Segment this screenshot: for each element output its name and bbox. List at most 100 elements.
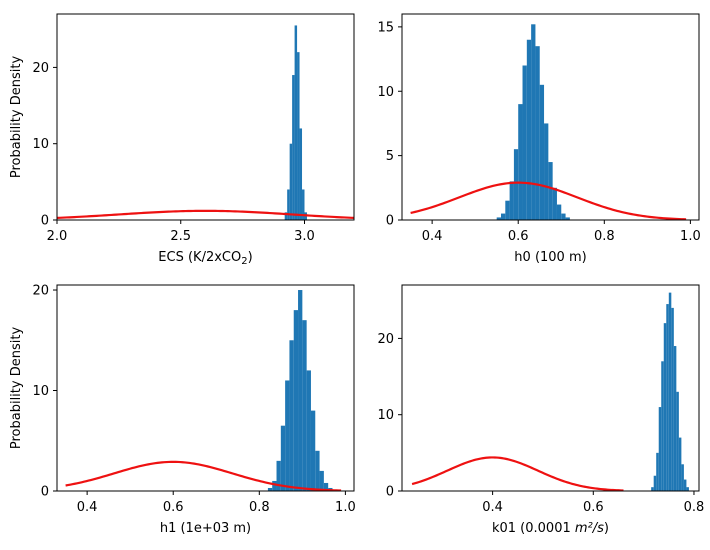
x-axis-label: ECS (K/2xCO2) bbox=[158, 250, 252, 267]
y-tick-label: 0 bbox=[386, 214, 394, 229]
x-tick-label: 0.6 bbox=[583, 500, 604, 515]
histogram-bar bbox=[299, 128, 303, 220]
prior-curve bbox=[411, 456, 624, 491]
prior-curve bbox=[57, 209, 354, 219]
y-tick-label: 20 bbox=[377, 332, 394, 347]
histogram-bar bbox=[522, 65, 527, 220]
histogram-bar bbox=[302, 189, 305, 220]
histogram-bar bbox=[661, 361, 664, 491]
x-tick-label: 0.4 bbox=[482, 500, 503, 515]
prior-curve bbox=[410, 181, 687, 220]
histogram-bar bbox=[671, 307, 674, 491]
histogram-bar bbox=[292, 75, 295, 220]
histogram-bar bbox=[294, 25, 298, 220]
histogram-bar bbox=[306, 370, 311, 491]
y-tick-label: 15 bbox=[377, 20, 394, 35]
histogram-bar bbox=[509, 181, 514, 220]
histogram-bar bbox=[651, 487, 654, 491]
histogram-bar bbox=[280, 425, 286, 491]
y-tick-label: 0 bbox=[41, 214, 49, 229]
histogram-bar bbox=[666, 304, 669, 491]
histogram-bar bbox=[531, 24, 536, 220]
histogram-bar bbox=[319, 470, 324, 491]
histogram-bar bbox=[535, 46, 540, 220]
histogram-bar bbox=[501, 213, 506, 220]
x-axis-label: h1 (1e+03 m) bbox=[160, 521, 251, 536]
y-tick-label: 0 bbox=[386, 485, 394, 500]
y-tick-label: 10 bbox=[32, 137, 49, 152]
axes-frame bbox=[56, 284, 355, 492]
histogram-bar bbox=[656, 452, 659, 491]
x-tick-label: 3.0 bbox=[294, 229, 315, 244]
x-tick-label: 0.8 bbox=[594, 229, 615, 244]
histogram-bar bbox=[267, 487, 273, 491]
histogram-bar bbox=[289, 143, 293, 220]
x-axis-label: h0 (100 m) bbox=[514, 250, 586, 265]
y-axis-label: Probability Density bbox=[9, 56, 24, 179]
histogram-bars bbox=[284, 25, 307, 220]
histogram-bar bbox=[683, 479, 687, 491]
histogram-bar bbox=[552, 187, 557, 220]
x-tick-label: 0.6 bbox=[163, 500, 184, 515]
x-tick-label: 0.4 bbox=[77, 500, 98, 515]
histogram-bar bbox=[548, 162, 553, 220]
histogram-bar bbox=[526, 39, 532, 220]
histogram-bar bbox=[323, 482, 329, 491]
histogram-bar bbox=[272, 480, 277, 491]
axes-frame bbox=[401, 284, 700, 492]
histogram-bar bbox=[686, 487, 689, 491]
histogram-bar bbox=[561, 213, 566, 220]
histogram-bars bbox=[267, 290, 333, 491]
x-tick-label: 2.0 bbox=[47, 229, 68, 244]
y-tick-label: 20 bbox=[32, 284, 49, 299]
histogram-bar bbox=[544, 123, 549, 220]
histogram-bar bbox=[310, 410, 316, 491]
histogram-bar bbox=[276, 460, 281, 491]
histogram-bar bbox=[287, 189, 290, 220]
histogram-bar bbox=[565, 217, 570, 220]
subplot-1: 2.0 2.5 3.0 0 10 20 ECS (K/2xCO2) Probability D… bbox=[9, 13, 355, 267]
x-tick-label: 0.8 bbox=[684, 500, 705, 515]
histogram-bar bbox=[496, 217, 501, 220]
x-tick-label: 0.8 bbox=[249, 500, 270, 515]
subplot-4: 0.4 0.6 0.8 0 10 20 k01 (0.0001 m²/s) bbox=[377, 284, 705, 536]
x-tick-label: 1.0 bbox=[335, 500, 356, 515]
y-tick-label: 20 bbox=[32, 61, 49, 76]
y-axis-label: Probability Density bbox=[9, 327, 24, 450]
histogram-bar bbox=[289, 340, 294, 491]
subplot-3: 0.4 0.6 0.8 1.0 0 10 20 h1 (1e+03 m) Probability… bbox=[9, 284, 356, 536]
histogram-bar bbox=[681, 464, 684, 491]
x-axis-label: k01 (0.0001 m²/s) bbox=[492, 521, 609, 536]
subplot-2: 0.4 0.6 0.8 1.0 0 5 10 15 h0 (100 m) bbox=[377, 13, 701, 265]
axes-frame bbox=[401, 13, 700, 221]
x-tick-label: 2.5 bbox=[170, 229, 191, 244]
histogram-bar bbox=[676, 391, 679, 491]
histogram-bar bbox=[653, 475, 657, 491]
prior-curve bbox=[65, 460, 342, 491]
histogram-bars bbox=[651, 292, 689, 491]
y-tick-label: 10 bbox=[377, 408, 394, 423]
histogram-bar bbox=[668, 292, 672, 491]
histogram-bar bbox=[284, 212, 288, 220]
x-tick-label: 0.4 bbox=[422, 229, 443, 244]
histogram-bar bbox=[298, 290, 303, 491]
y-tick-label: 5 bbox=[386, 149, 394, 164]
histogram-bar bbox=[505, 200, 510, 220]
histogram-bar bbox=[539, 84, 545, 220]
histogram-bars bbox=[496, 24, 570, 220]
histogram-bar bbox=[658, 407, 662, 491]
histogram-bar bbox=[513, 149, 519, 220]
histogram-bar bbox=[293, 310, 299, 491]
histogram-bar bbox=[556, 204, 562, 220]
histogram-bar bbox=[297, 52, 300, 220]
x-tick-label: 1.0 bbox=[680, 229, 701, 244]
histogram-bar bbox=[315, 450, 320, 491]
histogram-bar bbox=[663, 323, 667, 491]
histogram-bar bbox=[518, 104, 523, 220]
x-tick-label: 0.6 bbox=[508, 229, 529, 244]
histogram-bar bbox=[673, 346, 677, 491]
axes-frame bbox=[56, 13, 355, 221]
histogram-bar bbox=[285, 380, 290, 491]
histogram-bar bbox=[302, 320, 307, 491]
